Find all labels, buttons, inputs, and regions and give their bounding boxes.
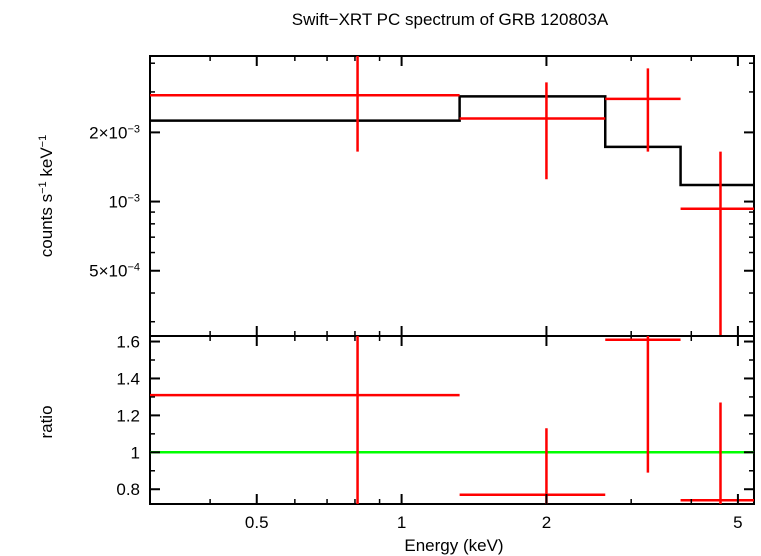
model-step-line [150, 95, 754, 187]
xtick-label-1: 0.5 [245, 513, 269, 532]
ylabel-part-4: −1 [37, 135, 49, 148]
y-axis-label-top: counts s−1 keV−1 [37, 135, 56, 257]
bottom-ytick-label-4: 1.4 [116, 369, 140, 388]
ylabel-part-2: −1 [37, 181, 49, 194]
top-ytick-label-1: 2×10−3 [89, 123, 140, 142]
bottom-ytick-label-2: 1 [131, 443, 140, 462]
chart-title: Swift−XRT PC spectrum of GRB 120803A [292, 10, 609, 29]
bottom-ytick-label-3: 1.2 [116, 406, 140, 425]
top-ytick-label-3: 5×10−4 [89, 262, 140, 281]
xtick-label-2: 1 [397, 513, 406, 532]
ylabel-part-1: counts s [37, 194, 56, 257]
top-panel: 2×10−3 10−3 5×10−4 [89, 55, 755, 346]
bottom-ytick-label-5: 1.6 [116, 333, 140, 352]
bottom-panel: 0.8 1 1.2 1.4 1.6 0.5 1 2 5 [116, 333, 755, 532]
xtick-label-3: 2 [542, 513, 551, 532]
x-axis-label: Energy (keV) [404, 536, 503, 555]
top-ytick-label-2: 10−3 [109, 193, 140, 212]
bottom-ytick-label-1: 0.8 [116, 480, 140, 499]
y-axis-label-bottom: ratio [37, 405, 56, 438]
bottom-panel-frame [149, 335, 755, 505]
ylabel-part-3: keV [37, 147, 56, 182]
xtick-label-4: 5 [733, 513, 742, 532]
